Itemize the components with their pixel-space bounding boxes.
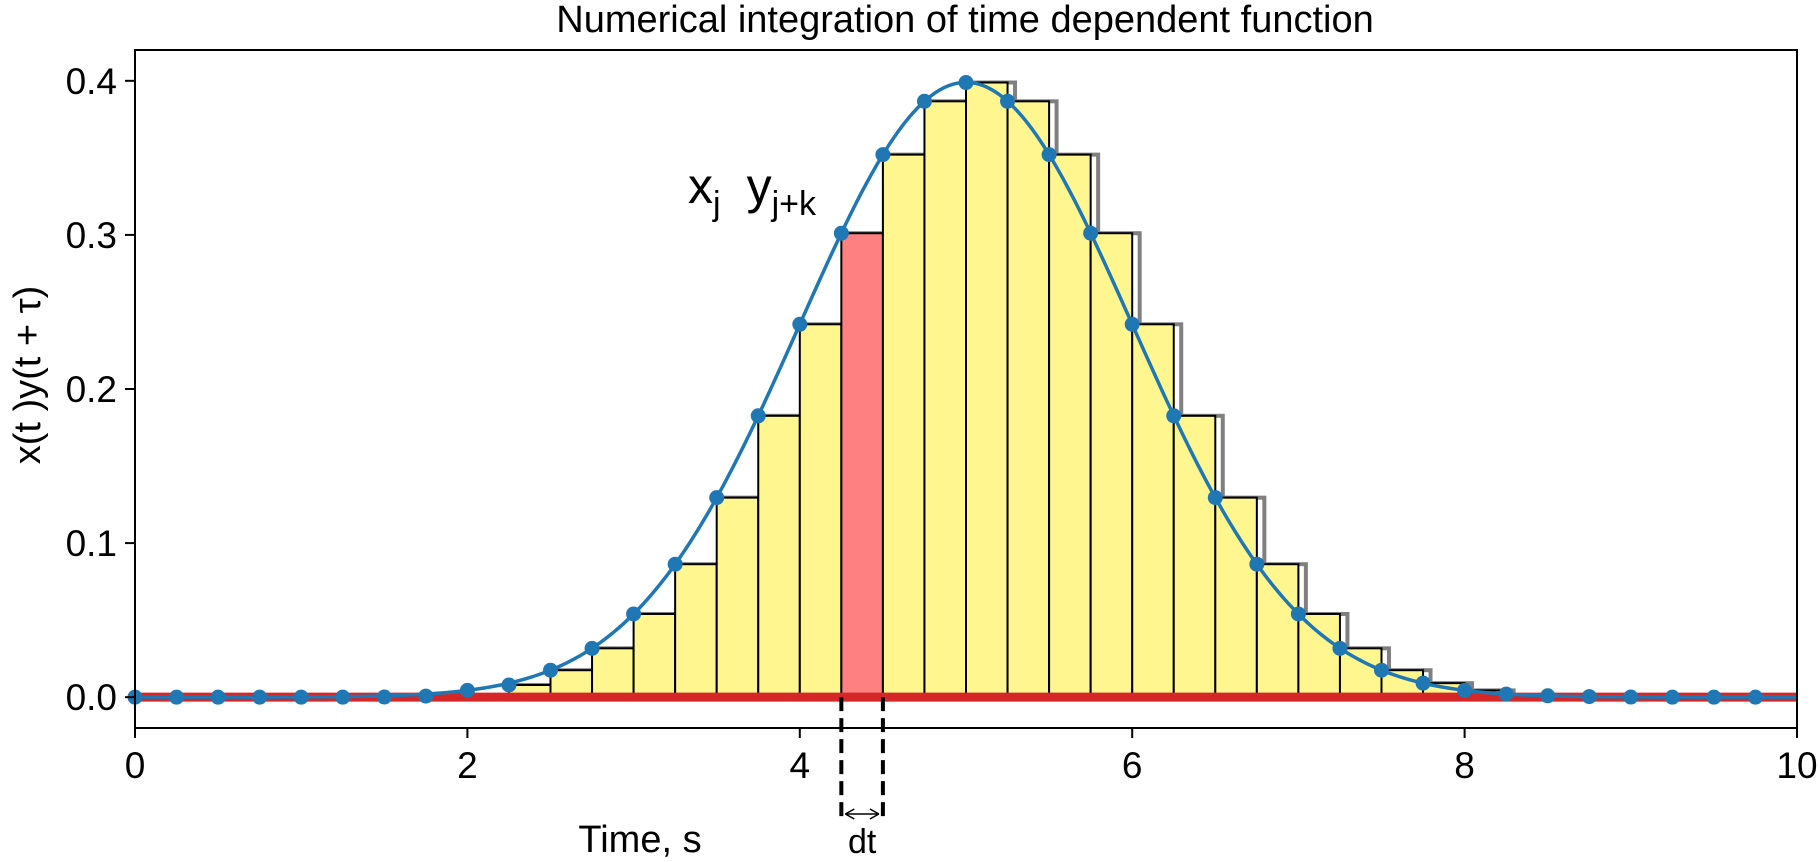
sample-point [1581,689,1597,705]
sample-point [1706,689,1722,705]
sample-point [958,75,974,91]
sample-point [709,490,725,506]
y-tick-label: 0.0 [66,677,117,718]
sample-point [916,93,932,109]
x-tick-label: 6 [1122,745,1143,786]
sample-point [1166,408,1182,424]
dt-arrow-head-right [869,808,880,820]
annotation-sub-j: j [712,185,721,223]
x-ticks: 0 2 4 6 8 10 [125,728,1818,786]
sample-point [293,689,309,705]
sample-point [584,640,600,656]
sample-point [252,689,268,705]
sample-point [833,225,849,241]
sample-point [875,147,891,163]
y-axis-label: x(t )y(t + τ) [7,286,49,465]
x-tick-label: 0 [125,745,146,786]
sample-point [1083,225,1099,241]
dt-marker [839,697,885,820]
bar [1172,414,1217,699]
sample-point [1000,93,1016,109]
y-ticks: 0.0 0.1 0.2 0.3 0.4 [66,61,135,718]
sample-point [750,408,766,424]
x-tick-label: 2 [457,745,478,786]
sample-point [1747,689,1763,705]
sample-point [1374,662,1389,678]
y-tick-label: 0.1 [66,523,117,564]
bar [798,323,843,699]
bar [923,100,968,699]
dt-arrow-head-left [844,808,855,820]
bar [591,647,635,699]
bar-highlighted [840,232,884,699]
bar [632,612,677,699]
annotation-y: y [747,158,772,214]
bar [1297,612,1341,699]
y-tick-label: 0.3 [66,215,117,256]
bar [1048,153,1092,699]
sample-point [667,556,683,572]
sample-point [169,689,185,705]
sample-point [1041,147,1057,163]
bar [715,496,760,699]
bar [1006,100,1051,699]
sample-point [1249,556,1265,572]
bar [674,563,718,699]
sample-point [210,689,226,705]
sample-point [792,316,808,332]
y-tick-label: 0.2 [66,369,117,410]
sample-point [1207,490,1223,506]
sample-point [1498,686,1514,702]
sample-point [1332,640,1348,656]
sample-point [1415,675,1431,691]
bar [1089,232,1134,699]
bar [1131,323,1175,699]
x-tick-label: 4 [790,745,811,786]
bar [881,153,926,699]
sample-point [543,662,558,678]
annotation-xj-yjk: xj yj+k [688,158,817,223]
bar [1255,563,1300,699]
sample-point [1623,689,1639,705]
x-axis-label: Time, s [578,819,701,861]
sample-point [1664,689,1680,705]
y-tick-label: 0.4 [66,61,117,102]
bars [507,81,1508,699]
sample-point [1290,606,1306,622]
dt-label: dt [848,823,877,861]
sample-points [127,75,1763,705]
sample-point [1124,316,1140,332]
sample-point [335,689,351,705]
annotation-x: x [688,158,713,214]
sample-point [1457,682,1473,698]
annotation-sub-jk: j+k [771,185,817,223]
sample-point [1540,688,1556,704]
sample-point [418,688,434,704]
bar [965,81,1009,699]
x-tick-label: 8 [1454,745,1475,786]
sample-point [459,682,475,698]
sample-point [376,689,392,705]
x-tick-label: 10 [1776,745,1817,786]
sample-point [626,606,642,622]
bar [1214,496,1258,699]
sample-point [501,677,517,693]
chart-title: Numerical integration of time dependent … [556,0,1373,41]
bar [757,414,801,699]
